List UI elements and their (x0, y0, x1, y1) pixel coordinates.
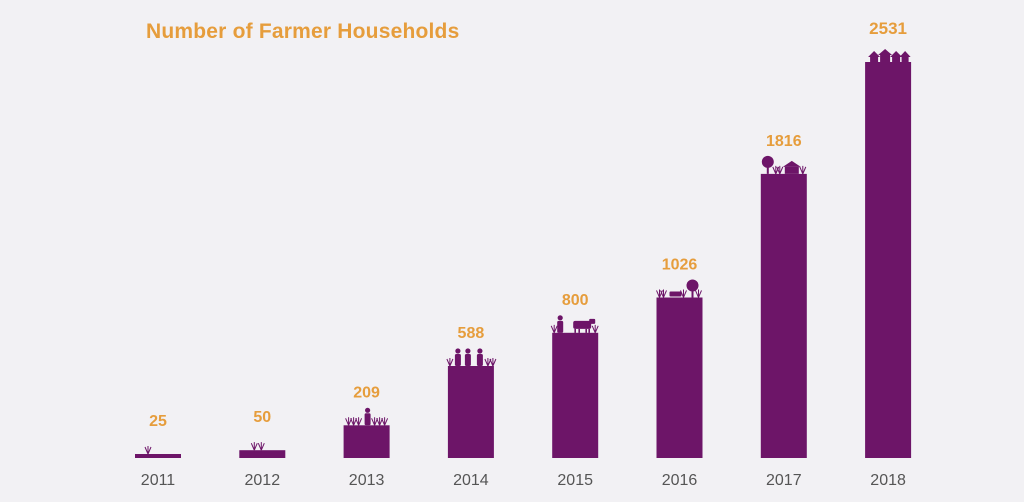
x-tick-label: 2015 (557, 472, 593, 489)
value-label: 588 (458, 325, 485, 342)
bar-2017 (760, 173, 807, 458)
value-label: 25 (149, 413, 167, 430)
x-tick-label: 2016 (662, 472, 698, 489)
x-tick-label: 2013 (349, 472, 385, 489)
value-label: 209 (353, 384, 380, 401)
farmhouse-icon (761, 155, 807, 175)
value-label: 1816 (766, 133, 802, 150)
x-tick-label: 2011 (141, 472, 176, 489)
value-label: 2531 (869, 19, 907, 38)
bar-2012 (239, 450, 286, 458)
x-tick-label: 2018 (870, 472, 906, 489)
value-label: 800 (562, 292, 589, 309)
farmers-icon (446, 348, 497, 367)
value-label: 1026 (662, 257, 698, 274)
sprouts-icon (250, 442, 265, 451)
bar-2015 (552, 332, 599, 458)
x-tick-label: 2014 (453, 472, 489, 489)
bar-2013 (343, 425, 390, 458)
village-icon (868, 49, 911, 62)
x-tick-label: 2017 (766, 472, 802, 489)
farm-tree-icon (656, 279, 702, 298)
chart-title: Number of Farmer Households (146, 20, 460, 43)
bar-2018 (865, 62, 912, 458)
farmer-cow-icon (550, 315, 599, 334)
bar-2011 (135, 454, 181, 458)
farmer-icon (345, 407, 389, 426)
x-tick-label: 2012 (245, 472, 281, 489)
bar-2014 (447, 366, 494, 458)
sprout-icon (144, 446, 152, 455)
bar-2016 (656, 297, 703, 458)
value-label: 50 (253, 409, 271, 426)
